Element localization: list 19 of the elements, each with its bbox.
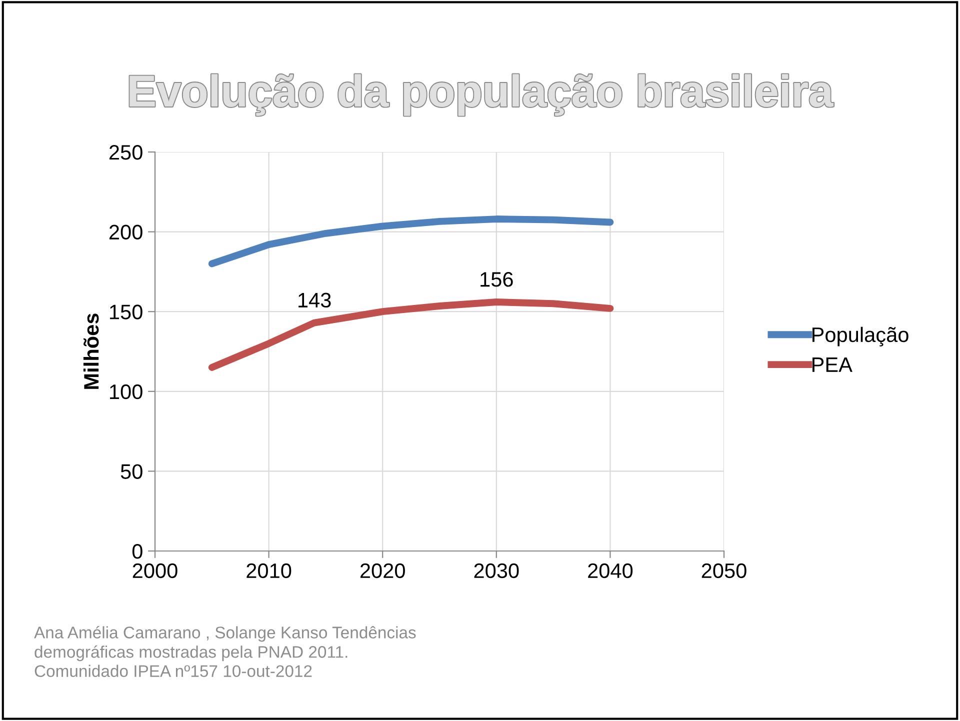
x-tick-label: 2050 [702, 563, 746, 578]
x-tick-label: 2010 [246, 563, 292, 578]
legend-label: População [812, 326, 908, 346]
legend-label: PEA [812, 358, 852, 372]
x-tick-label: 2020 [360, 563, 405, 578]
x-tick-label: 2030 [474, 563, 519, 578]
y-tick-label: 200 [109, 224, 142, 240]
y-tick-label: 250 [109, 145, 142, 160]
y-tick-label: 150 [110, 304, 142, 320]
annotation: 156 [480, 272, 513, 287]
text: Ana Amélia Camarano , Solange Kanso Tendências demográficas mostradas pela PNAD 2011. Comunidado IPEA nº157 10-out-2012 [34, 626, 416, 678]
x-tick-label: 2000 [132, 563, 178, 578]
y-tick-label: 0 [132, 544, 142, 559]
chart-title: Evolução da população brasileira [130, 74, 834, 116]
y-tick-label: 50 [120, 464, 142, 479]
y-tick-label: 100 [110, 384, 142, 400]
x-tick-label: 2040 [588, 563, 633, 578]
y-axis-title: Milhões [83, 314, 99, 389]
annotation: 143 [298, 292, 331, 308]
